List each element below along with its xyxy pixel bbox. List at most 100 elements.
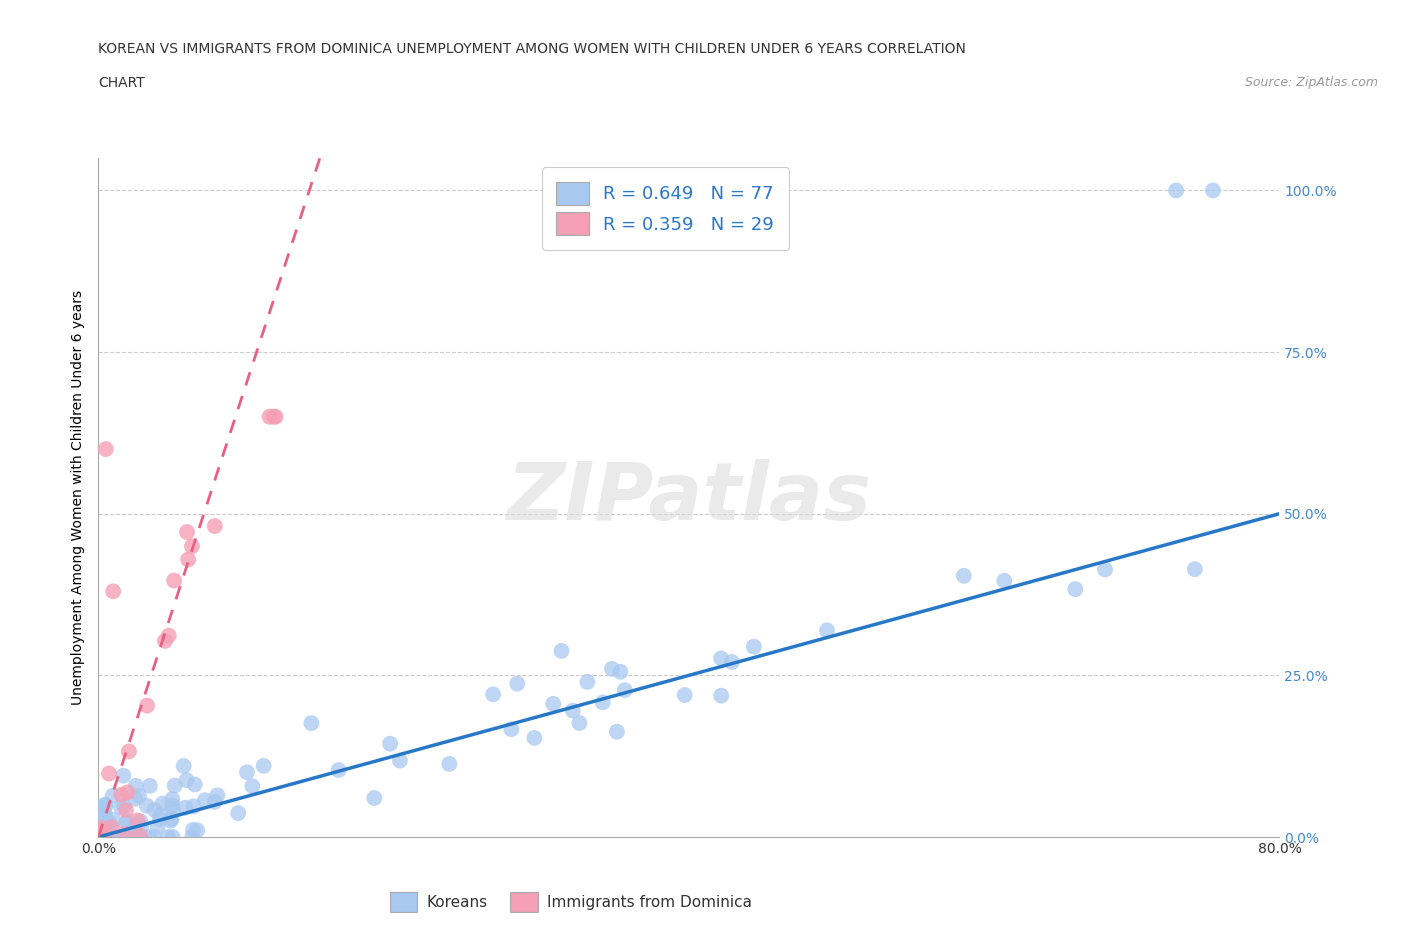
- Point: [176, 773, 198, 788]
- Point: [299, 716, 322, 731]
- Point: [114, 826, 136, 841]
- Point: [568, 715, 591, 730]
- Point: [128, 830, 150, 844]
- Point: [176, 525, 198, 539]
- Point: [118, 830, 141, 844]
- Point: [1184, 562, 1206, 577]
- Point: [89, 824, 111, 839]
- Point: [363, 790, 385, 805]
- Point: [128, 789, 150, 804]
- Point: [97, 815, 120, 830]
- Point: [482, 687, 505, 702]
- Point: [112, 768, 135, 783]
- Point: [127, 830, 149, 844]
- Point: [125, 830, 148, 844]
- Point: [152, 796, 174, 811]
- Text: ZIPatlas: ZIPatlas: [506, 458, 872, 537]
- Point: [121, 830, 143, 844]
- Point: [673, 687, 696, 702]
- Point: [181, 822, 204, 837]
- Point: [101, 789, 124, 804]
- Y-axis label: Unemployment Among Women with Children Under 6 years: Unemployment Among Women with Children U…: [70, 290, 84, 705]
- Point: [115, 830, 138, 844]
- Point: [1094, 562, 1116, 577]
- Point: [160, 798, 183, 813]
- Point: [128, 830, 150, 844]
- Point: [91, 799, 114, 814]
- Point: [162, 791, 184, 806]
- Point: [162, 802, 184, 817]
- Legend: Koreans, Immigrants from Dominica: Koreans, Immigrants from Dominica: [384, 885, 758, 918]
- Point: [501, 722, 523, 737]
- Point: [107, 830, 129, 844]
- Point: [117, 785, 139, 800]
- Point: [1164, 183, 1187, 198]
- Point: [204, 794, 226, 809]
- Point: [93, 809, 115, 824]
- Text: CHART: CHART: [98, 76, 145, 90]
- Point: [600, 661, 623, 676]
- Point: [609, 664, 631, 679]
- Point: [1064, 582, 1087, 597]
- Point: [388, 753, 411, 768]
- Point: [129, 819, 152, 834]
- Point: [183, 799, 205, 814]
- Point: [91, 830, 114, 844]
- Point: [115, 816, 138, 830]
- Point: [115, 803, 138, 817]
- Point: [107, 830, 129, 844]
- Point: [194, 792, 217, 807]
- Point: [953, 568, 976, 583]
- Point: [146, 819, 169, 834]
- Point: [541, 697, 564, 711]
- Point: [90, 820, 112, 835]
- Point: [236, 764, 259, 779]
- Point: [103, 812, 125, 827]
- Point: [125, 778, 148, 793]
- Point: [124, 818, 146, 833]
- Point: [186, 823, 208, 838]
- Point: [204, 519, 226, 534]
- Point: [89, 830, 111, 844]
- Point: [94, 830, 117, 844]
- Point: [160, 811, 183, 826]
- Point: [149, 807, 172, 822]
- Point: [606, 724, 628, 739]
- Point: [124, 791, 146, 806]
- Point: [439, 756, 461, 771]
- Point: [129, 814, 152, 829]
- Point: [110, 788, 132, 803]
- Point: [122, 822, 145, 837]
- Point: [159, 813, 181, 828]
- Point: [163, 778, 186, 793]
- Point: [613, 683, 636, 698]
- Point: [103, 584, 125, 599]
- Point: [177, 552, 200, 567]
- Point: [98, 766, 121, 781]
- Point: [207, 788, 229, 803]
- Point: [181, 538, 204, 553]
- Point: [550, 644, 572, 658]
- Point: [124, 824, 146, 839]
- Point: [378, 737, 401, 751]
- Point: [174, 800, 197, 815]
- Point: [240, 778, 263, 793]
- Point: [127, 830, 149, 844]
- Point: [143, 830, 166, 844]
- Point: [96, 827, 118, 842]
- Point: [101, 819, 124, 834]
- Point: [506, 676, 529, 691]
- Point: [91, 830, 114, 844]
- Point: [129, 829, 152, 844]
- Point: [576, 674, 599, 689]
- Point: [135, 798, 157, 813]
- Point: [226, 805, 249, 820]
- Point: [173, 759, 195, 774]
- Point: [143, 803, 166, 817]
- Point: [94, 442, 117, 457]
- Point: [157, 628, 180, 643]
- Point: [90, 830, 112, 844]
- Point: [721, 655, 744, 670]
- Point: [264, 409, 287, 424]
- Text: KOREAN VS IMMIGRANTS FROM DOMINICA UNEMPLOYMENT AMONG WOMEN WITH CHILDREN UNDER : KOREAN VS IMMIGRANTS FROM DOMINICA UNEMP…: [98, 42, 966, 56]
